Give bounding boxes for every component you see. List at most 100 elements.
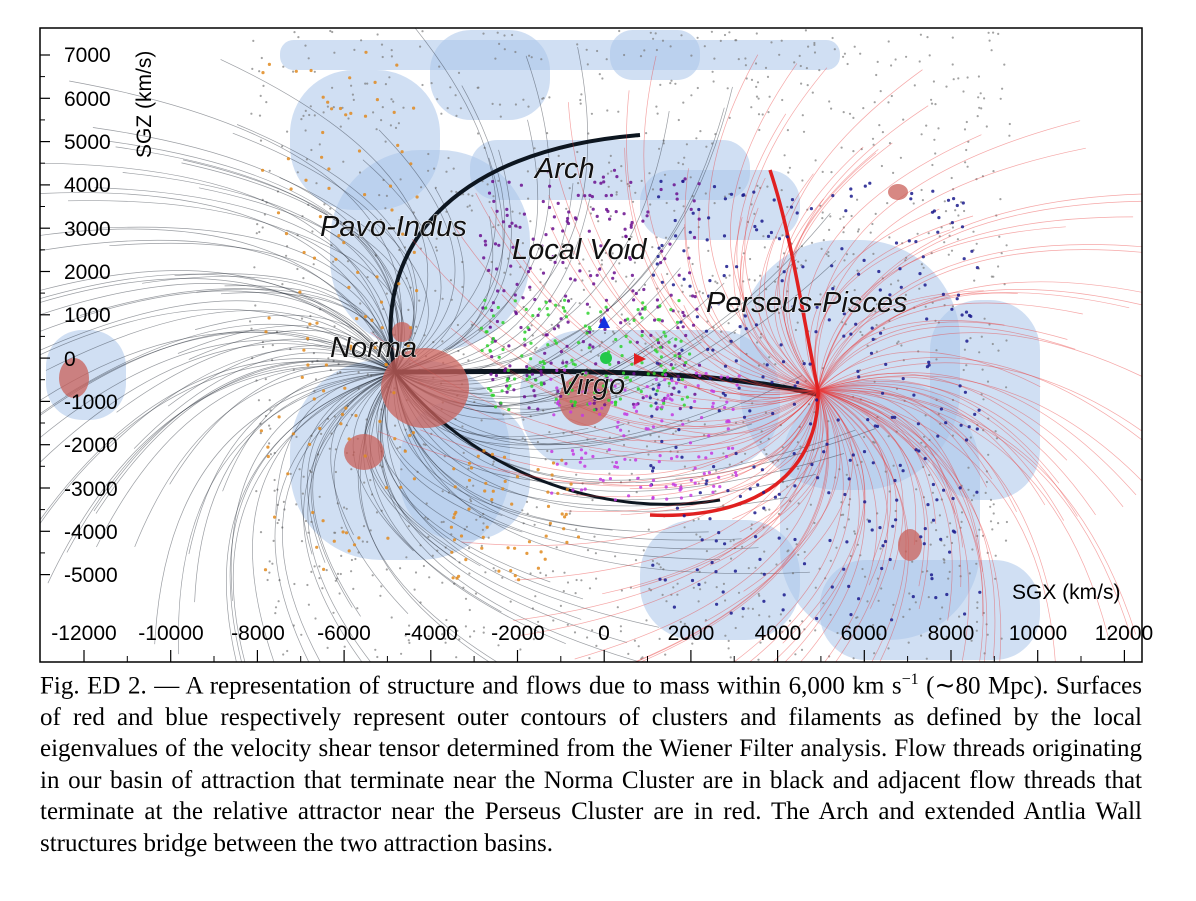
- galaxy-point: [462, 193, 465, 196]
- galaxy-point: [592, 401, 596, 405]
- galaxy-point: [344, 406, 348, 410]
- galaxy-point: [470, 209, 473, 212]
- galaxy-point: [304, 178, 308, 182]
- galaxy-point: [598, 73, 601, 76]
- galaxy-point: [313, 70, 316, 73]
- galaxy-point: [261, 226, 264, 229]
- galaxy-point: [681, 290, 684, 293]
- galaxy-point: [600, 340, 603, 343]
- galaxy-point: [351, 93, 354, 96]
- galaxy-point: [656, 112, 659, 115]
- y-axis-ticks: [40, 54, 50, 576]
- galaxy-point: [943, 200, 946, 203]
- galaxy-point: [608, 436, 612, 439]
- flow-thread: [333, 371, 409, 614]
- galaxy-point: [937, 412, 940, 416]
- galaxy-point: [577, 341, 581, 345]
- galaxy-point: [566, 320, 570, 324]
- galaxy-point: [651, 273, 656, 277]
- galaxy-point: [920, 188, 923, 192]
- galaxy-point: [697, 455, 701, 459]
- galaxy-point: [992, 31, 995, 34]
- galaxy-point: [710, 30, 714, 33]
- flow-thread: [394, 55, 551, 373]
- galaxy-point: [480, 348, 484, 353]
- galaxy-point: [846, 62, 849, 66]
- flow-thread: [817, 389, 917, 545]
- y-tick-label: 7000: [64, 44, 111, 67]
- filament-surface: [520, 330, 780, 470]
- galaxy-point: [431, 554, 434, 557]
- galaxy-point: [566, 166, 569, 169]
- galaxy-point: [742, 280, 745, 283]
- galaxy-point: [819, 204, 822, 207]
- galaxy-point: [586, 63, 589, 66]
- galaxy-point: [948, 550, 952, 554]
- x-tick-label: -8000: [231, 622, 285, 645]
- galaxy-point: [760, 572, 763, 575]
- galaxy-point: [534, 348, 537, 351]
- galaxy-point: [335, 577, 339, 580]
- galaxy-point: [842, 111, 845, 114]
- galaxy-point: [302, 250, 306, 255]
- galaxy-point: [380, 509, 383, 512]
- flow-thread: [178, 371, 396, 655]
- galaxy-point: [677, 390, 681, 394]
- y-tick-label: -2000: [64, 434, 118, 457]
- galaxy-point: [566, 392, 570, 396]
- galaxy-point: [318, 215, 322, 219]
- galaxy-point: [814, 586, 817, 589]
- flow-thread: [394, 85, 506, 373]
- galaxy-point: [980, 335, 983, 338]
- galaxy-point: [394, 424, 397, 427]
- galaxy-point: [942, 488, 946, 492]
- galaxy-point: [293, 30, 296, 34]
- galaxy-point: [311, 230, 314, 233]
- galaxy-point: [688, 230, 692, 234]
- galaxy-point: [505, 390, 509, 394]
- galaxy-point: [675, 506, 680, 510]
- galaxy-point: [298, 468, 301, 471]
- galaxy-point: [892, 464, 895, 467]
- galaxy-point: [889, 283, 893, 286]
- flow-thread: [40, 339, 396, 439]
- galaxy-point: [656, 405, 660, 409]
- galaxy-point: [941, 606, 944, 609]
- galaxy-point: [856, 616, 859, 619]
- galaxy-point: [793, 627, 796, 630]
- galaxy-point: [573, 363, 577, 367]
- galaxy-point: [326, 100, 330, 104]
- galaxy-point: [597, 354, 600, 357]
- galaxy-point: [548, 431, 551, 434]
- flow-thread: [645, 350, 819, 405]
- galaxy-point: [886, 309, 889, 312]
- galaxy-point: [482, 626, 485, 629]
- galaxy-point: [514, 103, 518, 106]
- galaxy-point: [791, 305, 795, 309]
- galaxy-point: [680, 34, 683, 37]
- galaxy-point: [843, 259, 846, 262]
- galaxy-point: [939, 407, 944, 411]
- galaxy-point: [575, 528, 578, 531]
- galaxy-point: [751, 402, 754, 405]
- galaxy-point: [615, 465, 620, 469]
- galaxy-point: [643, 283, 647, 286]
- galaxy-point: [552, 619, 555, 622]
- galaxy-point: [692, 519, 695, 522]
- galaxy-point: [534, 595, 537, 598]
- galaxy-point: [684, 333, 688, 338]
- galaxy-point: [860, 460, 863, 463]
- flow-thread: [394, 47, 589, 373]
- galaxy-point: [357, 229, 360, 232]
- galaxy-point: [491, 463, 495, 466]
- galaxy-point: [660, 280, 665, 284]
- galaxy-point: [930, 252, 933, 255]
- galaxy-point: [276, 190, 279, 193]
- galaxy-point: [388, 184, 393, 188]
- galaxy-point: [945, 592, 949, 597]
- galaxy-point: [634, 409, 639, 413]
- galaxy-point: [484, 306, 488, 310]
- galaxy-point: [400, 150, 404, 154]
- galaxy-point: [266, 454, 270, 459]
- galaxy-point: [529, 220, 532, 223]
